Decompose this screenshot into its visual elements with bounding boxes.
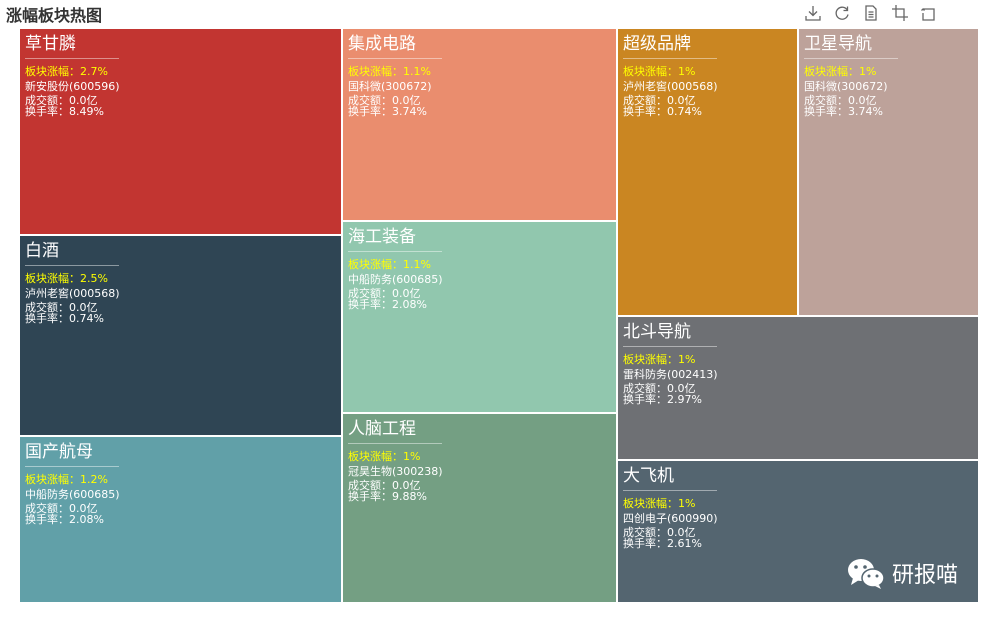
refresh-icon[interactable] (833, 4, 851, 22)
tile-stock: 四创电子(600990) (623, 512, 718, 525)
tile-stock: 国科微(300672) (804, 80, 888, 93)
tile-name: 国产航母 (25, 441, 119, 467)
data-view-icon[interactable] (862, 4, 880, 22)
tile-turnover: 换手率：2.08% (348, 298, 427, 311)
tile-gain: 板块涨幅：2.5% (25, 272, 108, 285)
tile-gain: 板块涨幅：1% (623, 65, 696, 78)
tile-label: 卫星导航板块涨幅：1% 国科微(300672) 成交额：0.0亿 换手率：3.74% (804, 33, 898, 117)
tile-label: 草甘膦板块涨幅：2.7% 新安股份(600596) 成交额：0.0亿 换手率：8.49… (25, 33, 120, 117)
tile-gain: 板块涨幅：1% (348, 450, 421, 463)
tile-stock: 国科微(300672) (348, 80, 432, 93)
tile-name: 人脑工程 (348, 418, 442, 444)
tile-label: 海工装备板块涨幅：1.1% 中船防务(600685) 成交额：0.0亿 换手率：2.0… (348, 226, 443, 310)
wechat-icon (848, 559, 885, 589)
tile-volume: 成交额：0.0亿 (623, 94, 696, 107)
chart-title: 涨幅板块热图 (6, 6, 103, 25)
tile-volume: 成交额：0.0亿 (25, 301, 98, 314)
tile-gain: 板块涨幅：1.2% (25, 473, 108, 486)
crop-icon[interactable] (891, 4, 909, 22)
tile-stock: 冠昊生物(300238) (348, 465, 443, 478)
tile-turnover: 换手率：2.97% (623, 393, 702, 406)
tile-turnover: 换手率：2.61% (623, 537, 702, 550)
tile-label: 国产航母板块涨幅：1.2% 中船防务(600685) 成交额：0.0亿 换手率：2.0… (25, 441, 120, 525)
tile-name: 海工装备 (348, 226, 442, 252)
treemap-tile[interactable]: 集成电路板块涨幅：1.1% 国科微(300672) 成交额：0.0亿 换手率：3.74… (343, 29, 618, 222)
tile-name: 北斗导航 (623, 321, 717, 347)
watermark-text: 研报喵 (892, 563, 959, 588)
tile-name: 大飞机 (623, 465, 717, 491)
tile-label: 集成电路板块涨幅：1.1% 国科微(300672) 成交额：0.0亿 换手率：3.74… (348, 33, 442, 117)
tile-stock: 泸州老窖(000568) (25, 287, 120, 300)
treemap-tile[interactable]: 国产航母板块涨幅：1.2% 中船防务(600685) 成交额：0.0亿 换手率：2.0… (20, 437, 343, 604)
tile-volume: 成交额：0.0亿 (348, 94, 421, 107)
tile-gain: 板块涨幅：1.1% (348, 65, 431, 78)
tile-gain: 板块涨幅：1.1% (348, 258, 431, 271)
tile-volume: 成交额：0.0亿 (623, 526, 696, 539)
tile-name: 卫星导航 (804, 33, 898, 59)
tile-name: 超级品牌 (623, 33, 717, 59)
tile-stock: 泸州老窖(000568) (623, 80, 718, 93)
tile-label: 白酒板块涨幅：2.5% 泸州老窖(000568) 成交额：0.0亿 换手率：0.74% (25, 240, 120, 324)
tile-name: 草甘膦 (25, 33, 119, 59)
tile-name: 集成电路 (348, 33, 442, 59)
treemap-tile[interactable]: 人脑工程板块涨幅：1% 冠昊生物(300238) 成交额：0.0亿 换手率：9.88% (343, 414, 618, 604)
tile-turnover: 换手率：0.74% (623, 105, 702, 118)
tile-turnover: 换手率：3.74% (804, 105, 883, 118)
treemap-tile[interactable]: 北斗导航板块涨幅：1% 雷科防务(002413) 成交额：0.0亿 换手率：2.97% (618, 317, 980, 461)
tile-label: 超级品牌板块涨幅：1% 泸州老窖(000568) 成交额：0.0亿 换手率：0.74% (623, 33, 718, 117)
tile-stock: 雷科防务(002413) (623, 368, 718, 381)
tile-stock: 中船防务(600685) (348, 273, 443, 286)
tile-turnover: 换手率：8.49% (25, 105, 104, 118)
tile-gain: 板块涨幅：2.7% (25, 65, 108, 78)
tile-volume: 成交额：0.0亿 (623, 382, 696, 395)
watermark: 研报喵 (846, 556, 958, 590)
tile-label: 大飞机板块涨幅：1% 四创电子(600990) 成交额：0.0亿 换手率：2.61% (623, 465, 718, 549)
undo-icon[interactable] (920, 4, 938, 22)
tile-label: 人脑工程板块涨幅：1% 冠昊生物(300238) 成交额：0.0亿 换手率：9.88% (348, 418, 443, 502)
tile-stock: 中船防务(600685) (25, 488, 120, 501)
tile-stock: 新安股份(600596) (25, 80, 120, 93)
treemap-tile[interactable]: 卫星导航板块涨幅：1% 国科微(300672) 成交额：0.0亿 换手率：3.74% (799, 29, 980, 317)
tile-gain: 板块涨幅：1% (623, 497, 696, 510)
tile-volume: 成交额：0.0亿 (348, 479, 421, 492)
tile-name: 白酒 (25, 240, 119, 266)
treemap-tile[interactable]: 超级品牌板块涨幅：1% 泸州老窖(000568) 成交额：0.0亿 换手率：0.74% (618, 29, 799, 317)
tile-volume: 成交额：0.0亿 (25, 502, 98, 515)
tile-volume: 成交额：0.0亿 (25, 94, 98, 107)
treemap-tile[interactable]: 草甘膦板块涨幅：2.7% 新安股份(600596) 成交额：0.0亿 换手率：8.49… (20, 29, 343, 236)
tile-gain: 板块涨幅：1% (804, 65, 877, 78)
tile-volume: 成交额：0.0亿 (804, 94, 877, 107)
tile-volume: 成交额：0.0亿 (348, 287, 421, 300)
tile-label: 北斗导航板块涨幅：1% 雷科防务(002413) 成交额：0.0亿 换手率：2.97% (623, 321, 718, 405)
tile-turnover: 换手率：0.74% (25, 312, 104, 325)
tile-gain: 板块涨幅：1% (623, 353, 696, 366)
tile-turnover: 换手率：2.08% (25, 513, 104, 526)
tile-turnover: 换手率：9.88% (348, 490, 427, 503)
treemap-tile[interactable]: 海工装备板块涨幅：1.1% 中船防务(600685) 成交额：0.0亿 换手率：2.0… (343, 222, 618, 414)
tile-turnover: 换手率：3.74% (348, 105, 427, 118)
treemap-tile[interactable]: 白酒板块涨幅：2.5% 泸州老窖(000568) 成交额：0.0亿 换手率：0.74% (20, 236, 343, 437)
download-icon[interactable] (804, 4, 822, 22)
treemap-tile[interactable]: 大飞机板块涨幅：1% 四创电子(600990) 成交额：0.0亿 换手率：2.61% (618, 461, 980, 604)
